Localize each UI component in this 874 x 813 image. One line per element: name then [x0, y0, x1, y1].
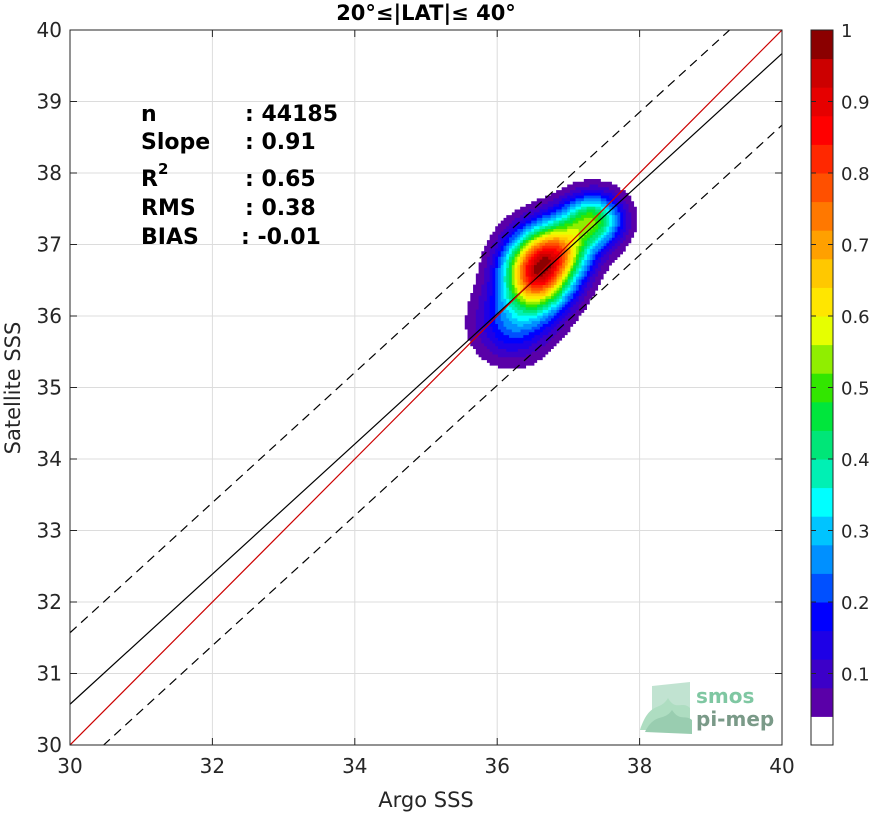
colorbar-tick-label: 0.6 — [841, 307, 870, 328]
colorbar-segment — [811, 344, 833, 374]
colorbar-segment — [811, 602, 833, 632]
x-tick-label: 40 — [769, 754, 794, 778]
reference-lines — [70, 30, 782, 745]
x-tick-label: 38 — [627, 754, 652, 778]
colorbar-segment — [811, 687, 833, 717]
axis-ticks: 30 32 34 36 38 40 30 31 32 33 34 35 36 37 38 39 40 — [37, 18, 795, 778]
colorbar-tick-label: 0.9 — [841, 93, 870, 114]
colorbar-segment — [811, 258, 833, 288]
colorbar-segment — [811, 58, 833, 88]
colorbar-segment — [811, 87, 833, 117]
colorbar-segment — [811, 459, 833, 489]
colorbar-segment — [811, 659, 833, 689]
stat-r2-label: R2 — [141, 160, 168, 192]
y-tick-label: 36 — [37, 304, 62, 328]
stat-bias-label: BIAS — [141, 225, 199, 250]
lower-bound-dashed-line — [102, 124, 782, 745]
colorbar-segment — [811, 487, 833, 517]
colorbar-segment — [811, 430, 833, 460]
density-level-24 — [533, 256, 551, 277]
y-tick-label: 39 — [37, 90, 62, 114]
logo-line-pimep: pi-mep — [696, 707, 774, 731]
colorbar-segment — [811, 573, 833, 603]
stat-slope-value: : 0.91 — [245, 130, 316, 155]
logo-line-smos: smos — [696, 684, 754, 708]
colorbar-segment — [811, 287, 833, 317]
colorbar-segment — [811, 201, 833, 231]
stat-rms-value: : 0.38 — [245, 196, 316, 221]
colorbar-tick-label: 0.5 — [841, 379, 870, 400]
upper-bound-dashed-line — [70, 30, 731, 634]
colorbar-ticks: 0.1 0.2 0.3 0.4 0.5 0.6 0.7 0.8 0.9 1 — [811, 21, 870, 686]
y-tick-label: 37 — [37, 233, 62, 257]
colorbar — [811, 30, 833, 746]
wave-logo-icon — [640, 682, 692, 734]
stat-r2-letter: R — [141, 167, 158, 192]
y-tick-label: 30 — [37, 733, 62, 757]
colorbar-segment — [811, 144, 833, 174]
colorbar-segment — [811, 716, 833, 746]
colorbar-segment — [811, 401, 833, 431]
x-axis-label: Argo SSS — [378, 788, 473, 812]
stat-r2-superscript: 2 — [158, 160, 168, 178]
y-axis-label: Satellite SSS — [1, 322, 25, 455]
x-tick-label: 32 — [200, 754, 225, 778]
one-to-one-line — [70, 30, 782, 745]
colorbar-tick-label: 0.8 — [841, 164, 870, 185]
x-tick-label: 34 — [342, 754, 367, 778]
stat-slope-label: Slope — [141, 130, 210, 155]
colorbar-segment — [811, 30, 833, 60]
colorbar-segment — [811, 516, 833, 546]
colorbar-segment — [811, 630, 833, 660]
y-tick-label: 34 — [37, 447, 62, 471]
smos-pi-mep-logo: smos pi-mep — [640, 682, 774, 734]
colorbar-segment — [811, 230, 833, 260]
colorbar-segment — [811, 115, 833, 145]
colorbar-tick-label: 0.2 — [841, 593, 870, 614]
chart-title: 20°≤|LAT|≤ 40° — [336, 1, 516, 26]
y-tick-label: 32 — [37, 590, 62, 614]
x-tick-label: 30 — [57, 754, 82, 778]
grid — [69, 29, 783, 746]
y-tick-label: 35 — [37, 376, 62, 400]
colorbar-tick-label: 0.1 — [841, 665, 870, 686]
stat-n-value: : 44185 — [245, 102, 338, 127]
y-tick-label: 31 — [37, 662, 62, 686]
stats-box: n : 44185 Slope : 0.91 R2 : 0.65 RMS : 0… — [141, 102, 338, 250]
stat-r2-value: : 0.65 — [245, 167, 316, 192]
y-tick-label: 38 — [37, 161, 62, 185]
colorbar-tick-label: 0.3 — [841, 522, 870, 543]
colorbar-segment — [811, 373, 833, 403]
stat-rms-label: RMS — [141, 196, 196, 221]
colorbar-tick-label: 0.7 — [841, 236, 870, 257]
colorbar-segment — [811, 316, 833, 346]
colorbar-segment — [811, 544, 833, 574]
stat-n-label: n — [141, 102, 157, 127]
regression-fit-line — [70, 53, 782, 705]
colorbar-segment — [811, 173, 833, 203]
colorbar-tick-label: 1 — [841, 21, 852, 42]
colorbar-tick-label: 0.4 — [841, 450, 870, 471]
stat-bias-value: : -0.01 — [241, 225, 321, 250]
y-tick-label: 40 — [37, 18, 62, 42]
x-tick-label: 36 — [484, 754, 509, 778]
y-tick-label: 33 — [37, 519, 62, 543]
